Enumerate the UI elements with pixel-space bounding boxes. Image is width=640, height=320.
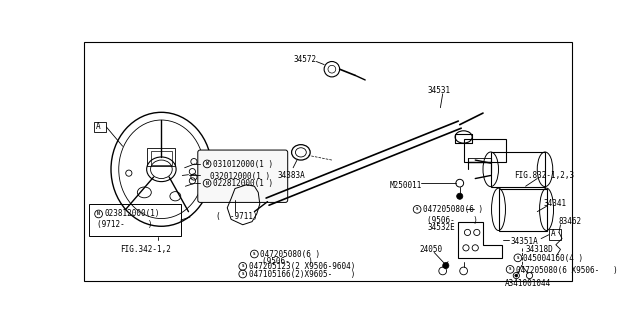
Text: 047205123(2 X9506-9604): 047205123(2 X9506-9604) bbox=[249, 262, 355, 271]
Text: S: S bbox=[241, 272, 244, 276]
Bar bbox=[90, 204, 180, 236]
Text: 032012000(1 ): 032012000(1 ) bbox=[210, 172, 270, 181]
Text: (  -9711): ( -9711) bbox=[216, 212, 257, 221]
Text: S: S bbox=[253, 252, 255, 256]
Bar bbox=[499, 188, 547, 231]
Circle shape bbox=[515, 274, 518, 277]
Circle shape bbox=[457, 193, 463, 199]
Text: W: W bbox=[205, 161, 209, 166]
Circle shape bbox=[443, 262, 449, 268]
Text: 045004160(4 ): 045004160(4 ) bbox=[524, 254, 584, 263]
Text: A341001044: A341001044 bbox=[505, 279, 551, 288]
FancyBboxPatch shape bbox=[198, 150, 288, 203]
Text: 023812000(1): 023812000(1) bbox=[105, 209, 160, 218]
Bar bbox=[549, 229, 561, 240]
Bar bbox=[147, 148, 175, 166]
Text: 34383A: 34383A bbox=[278, 171, 305, 180]
Text: 34351A: 34351A bbox=[510, 237, 538, 246]
Text: S: S bbox=[241, 264, 244, 268]
Text: 022812000(1 ): 022812000(1 ) bbox=[213, 179, 273, 188]
Text: 34572: 34572 bbox=[293, 55, 316, 64]
Text: 83462: 83462 bbox=[559, 217, 582, 226]
Text: FIG.832-1,2,3: FIG.832-1,2,3 bbox=[514, 171, 574, 180]
Text: 047205080(6 ): 047205080(6 ) bbox=[422, 205, 483, 214]
Text: (9712-     ): (9712- ) bbox=[97, 220, 152, 229]
Bar bbox=[94, 122, 106, 132]
Text: 34532E: 34532E bbox=[428, 223, 455, 232]
Text: N: N bbox=[97, 212, 100, 216]
Text: S: S bbox=[516, 256, 519, 260]
Text: S: S bbox=[509, 268, 511, 271]
Text: FIG.342-1,2: FIG.342-1,2 bbox=[120, 245, 171, 254]
Text: (9506-    ): (9506- ) bbox=[262, 257, 313, 266]
Text: 047205080(6 X9506-   ): 047205080(6 X9506- ) bbox=[516, 266, 618, 275]
Bar bbox=[150, 151, 172, 165]
Text: 047205080(6 ): 047205080(6 ) bbox=[260, 250, 320, 259]
Text: 24050: 24050 bbox=[419, 245, 443, 254]
Text: 031012000(1 ): 031012000(1 ) bbox=[213, 160, 273, 169]
Bar bbox=[463, 139, 506, 162]
Text: N: N bbox=[205, 181, 209, 186]
Bar bbox=[491, 152, 545, 187]
Text: S: S bbox=[416, 207, 419, 211]
Text: M250011: M250011 bbox=[390, 181, 422, 190]
Text: A: A bbox=[550, 229, 555, 238]
Text: 047105166(2)X9605-    ): 047105166(2)X9605- ) bbox=[249, 270, 355, 279]
Text: 34531: 34531 bbox=[428, 86, 451, 95]
Text: (9506-    ): (9506- ) bbox=[428, 215, 478, 225]
Text: 34318D: 34318D bbox=[525, 245, 554, 254]
Text: 34341: 34341 bbox=[543, 198, 566, 208]
Text: A: A bbox=[95, 122, 100, 131]
